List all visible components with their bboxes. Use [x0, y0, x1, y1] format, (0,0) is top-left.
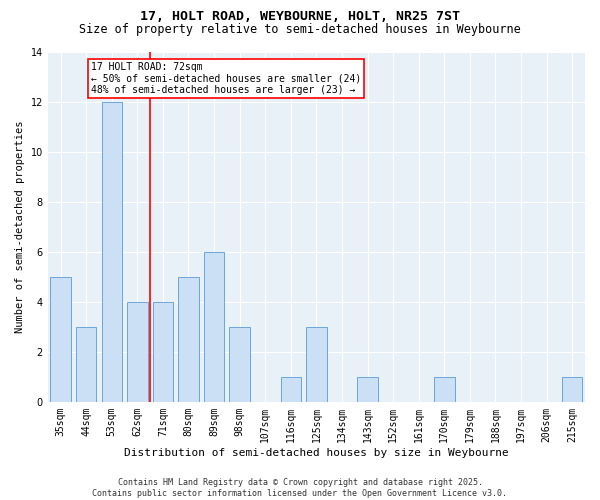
Bar — [178, 276, 199, 402]
Bar — [358, 377, 378, 402]
Text: Size of property relative to semi-detached houses in Weybourne: Size of property relative to semi-detach… — [79, 22, 521, 36]
Bar — [281, 377, 301, 402]
Bar — [101, 102, 122, 402]
X-axis label: Distribution of semi-detached houses by size in Weybourne: Distribution of semi-detached houses by … — [124, 448, 509, 458]
Bar — [127, 302, 148, 402]
Text: Contains HM Land Registry data © Crown copyright and database right 2025.
Contai: Contains HM Land Registry data © Crown c… — [92, 478, 508, 498]
Bar — [306, 327, 326, 402]
Bar — [562, 377, 583, 402]
Y-axis label: Number of semi-detached properties: Number of semi-detached properties — [15, 120, 25, 333]
Bar — [152, 302, 173, 402]
Bar — [76, 327, 97, 402]
Text: 17, HOLT ROAD, WEYBOURNE, HOLT, NR25 7ST: 17, HOLT ROAD, WEYBOURNE, HOLT, NR25 7ST — [140, 10, 460, 23]
Bar — [229, 327, 250, 402]
Bar — [434, 377, 455, 402]
Bar — [50, 276, 71, 402]
Bar — [204, 252, 224, 402]
Text: 17 HOLT ROAD: 72sqm
← 50% of semi-detached houses are smaller (24)
48% of semi-d: 17 HOLT ROAD: 72sqm ← 50% of semi-detach… — [91, 62, 362, 94]
